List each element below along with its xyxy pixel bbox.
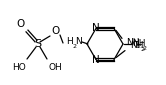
Text: 2: 2: [73, 44, 77, 49]
Text: O: O: [17, 19, 25, 29]
Text: S: S: [34, 39, 42, 49]
Text: 2: 2: [141, 47, 145, 52]
Text: N: N: [92, 23, 100, 33]
Text: H: H: [67, 37, 73, 46]
Text: N: N: [92, 55, 100, 65]
Text: O: O: [52, 26, 60, 36]
Text: NH: NH: [132, 40, 146, 49]
Text: HO: HO: [12, 62, 26, 71]
Text: OH: OH: [48, 62, 62, 71]
Text: NH: NH: [130, 41, 143, 50]
Text: NH: NH: [126, 38, 139, 47]
Text: 2: 2: [137, 44, 141, 49]
Text: N: N: [76, 37, 82, 46]
Text: 2: 2: [143, 45, 147, 50]
